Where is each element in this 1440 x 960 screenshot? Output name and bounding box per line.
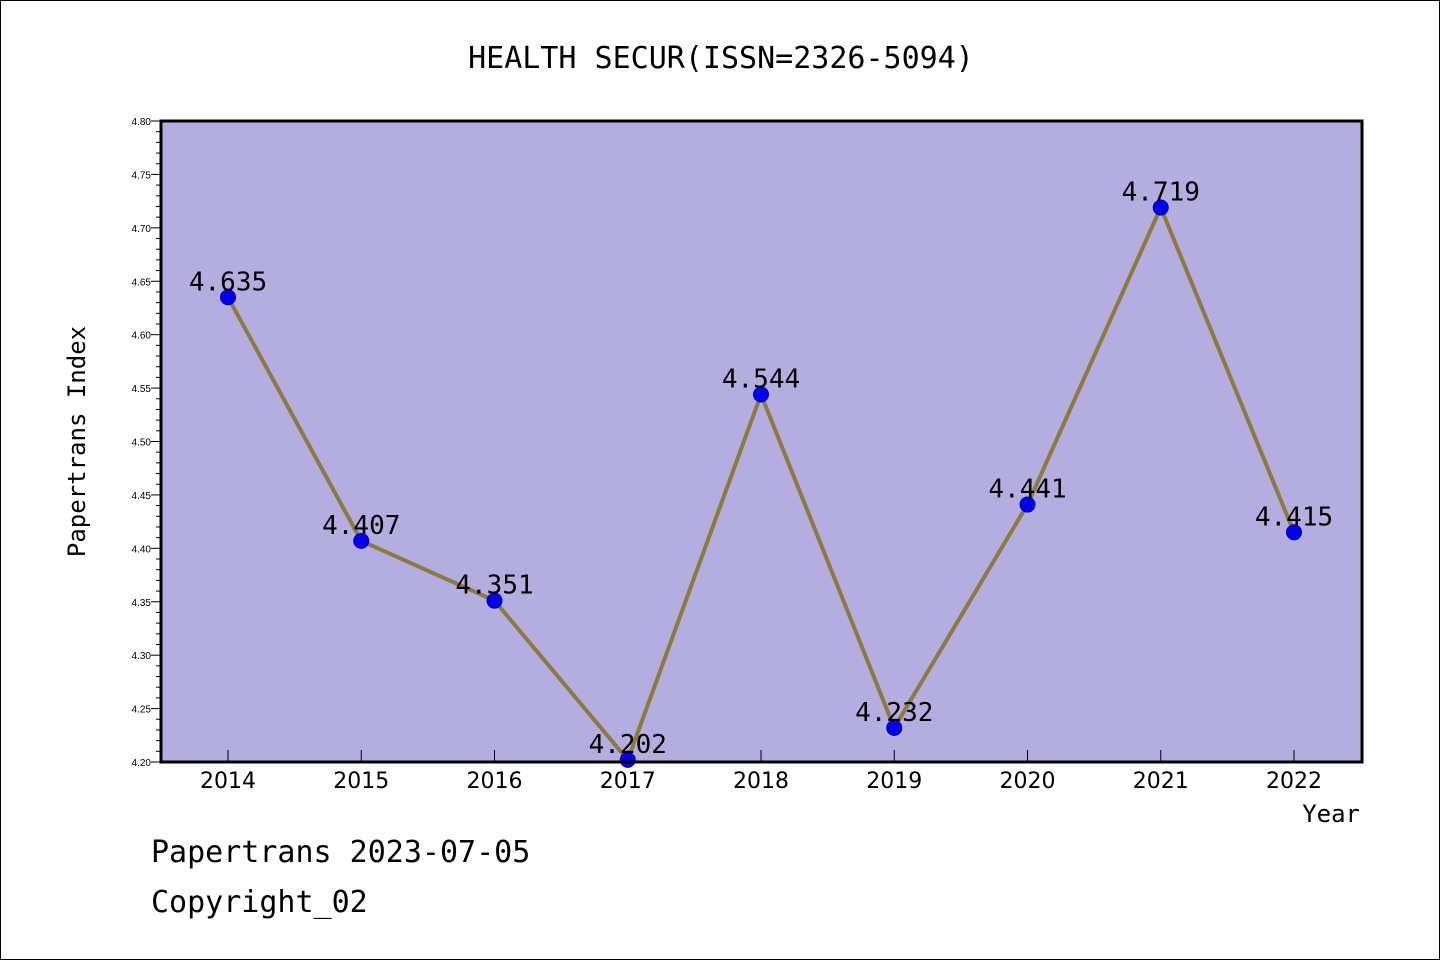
y-tick-label: 4.40 bbox=[132, 544, 152, 555]
data-point bbox=[1152, 199, 1169, 216]
y-tick-label: 4.80 bbox=[132, 117, 152, 128]
y-tick-label: 4.45 bbox=[132, 491, 152, 502]
y-tick-label: 4.25 bbox=[132, 705, 152, 716]
data-point bbox=[886, 719, 903, 736]
data-label: 4.202 bbox=[589, 730, 667, 760]
y-tick-label: 4.30 bbox=[132, 651, 152, 662]
plot-area bbox=[161, 121, 1362, 762]
x-axis-title: Year bbox=[1302, 800, 1360, 828]
x-tick-label: 2016 bbox=[467, 769, 523, 794]
footer-date: Papertrans 2023-07-05 bbox=[151, 835, 531, 870]
data-point bbox=[353, 532, 370, 549]
y-tick-label: 4.75 bbox=[132, 170, 152, 181]
y-tick-label: 4.70 bbox=[132, 224, 152, 235]
x-tick-label: 2015 bbox=[333, 769, 389, 794]
data-label: 4.415 bbox=[1255, 502, 1333, 532]
data-point bbox=[220, 289, 236, 306]
data-point bbox=[1019, 496, 1036, 513]
footer-copyright: Copyright_02 bbox=[151, 885, 368, 920]
data-point bbox=[619, 751, 636, 768]
x-tick-label: 2020 bbox=[1000, 769, 1056, 794]
data-label: 4.407 bbox=[322, 511, 400, 541]
plot-border bbox=[159, 119, 1364, 764]
y-axis-title: Papertrans Index bbox=[63, 326, 91, 557]
data-label: 4.441 bbox=[988, 475, 1066, 505]
x-tick-label: 2021 bbox=[1133, 769, 1189, 794]
series-line-group bbox=[220, 199, 1302, 768]
data-point bbox=[753, 386, 769, 403]
y-tick-label: 4.35 bbox=[132, 598, 152, 609]
x-tick-label: 2014 bbox=[200, 769, 256, 794]
data-label: 4.719 bbox=[1122, 178, 1200, 208]
data-labels: 4.635 4.407 4.351 4.202 4.544 4.232 4.441 4.719… bbox=[189, 178, 1333, 760]
x-tick-label: 2022 bbox=[1266, 769, 1322, 794]
data-label: 4.351 bbox=[455, 571, 533, 601]
y-axis: 4.20 4.25 4.30 4.35 4.40 4.45 4.50 4.55 4.60 4.65… bbox=[132, 117, 161, 769]
y-tick-label: 4.65 bbox=[132, 277, 152, 288]
y-tick-label: 4.20 bbox=[132, 758, 152, 769]
x-tick-label: 2019 bbox=[866, 769, 922, 794]
y-tick-label: 4.50 bbox=[132, 438, 152, 449]
data-point bbox=[486, 592, 503, 609]
data-label: 4.635 bbox=[189, 267, 267, 297]
x-tick-label: 2018 bbox=[733, 769, 789, 794]
y-tick-label: 4.60 bbox=[132, 331, 152, 342]
y-tick-label: 4.55 bbox=[132, 384, 152, 395]
data-label: 4.232 bbox=[855, 698, 933, 728]
data-point bbox=[1286, 524, 1302, 541]
x-tick-label: 2017 bbox=[600, 769, 656, 794]
chart-title: HEALTH SECUR(ISSN=2326-5094) bbox=[468, 41, 974, 76]
x-axis: 2014 2015 2016 2017 2018 2019 2020 2021 2022 bbox=[200, 750, 1322, 794]
data-label: 4.544 bbox=[722, 364, 800, 394]
